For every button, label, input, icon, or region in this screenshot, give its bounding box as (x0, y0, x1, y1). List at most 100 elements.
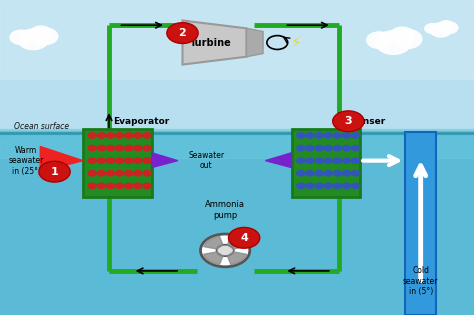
Circle shape (97, 133, 105, 138)
Circle shape (116, 183, 124, 188)
Circle shape (352, 133, 360, 138)
Circle shape (134, 158, 142, 163)
Circle shape (134, 183, 142, 188)
Text: Turbine: Turbine (190, 37, 232, 48)
Circle shape (333, 171, 341, 176)
Bar (83, 129, 152, 197)
Polygon shape (204, 236, 223, 249)
Circle shape (324, 171, 332, 176)
Text: 1: 1 (51, 167, 58, 177)
Bar (0, 0, 474, 79)
Circle shape (107, 145, 115, 151)
Circle shape (167, 23, 198, 43)
Circle shape (306, 145, 314, 151)
Circle shape (393, 30, 422, 49)
Text: Seawater
out: Seawater out (188, 151, 224, 170)
Polygon shape (265, 153, 292, 168)
Circle shape (343, 183, 351, 188)
Circle shape (10, 30, 32, 44)
Bar (0, 129, 474, 158)
Circle shape (228, 227, 260, 248)
Circle shape (425, 24, 440, 33)
Circle shape (333, 111, 364, 132)
Circle shape (143, 158, 151, 163)
Text: Ammonia
pump: Ammonia pump (205, 200, 245, 220)
Circle shape (441, 22, 458, 33)
Circle shape (143, 183, 151, 188)
Circle shape (315, 145, 323, 151)
Circle shape (107, 133, 115, 138)
Circle shape (97, 171, 105, 176)
Circle shape (352, 171, 360, 176)
Circle shape (343, 171, 351, 176)
Circle shape (333, 145, 341, 151)
Circle shape (333, 183, 341, 188)
Circle shape (18, 29, 49, 50)
Circle shape (97, 145, 105, 151)
Circle shape (333, 133, 341, 138)
Circle shape (324, 158, 332, 163)
Text: 2: 2 (179, 28, 186, 38)
Circle shape (297, 158, 305, 163)
Circle shape (88, 133, 96, 138)
Polygon shape (228, 236, 246, 249)
Circle shape (134, 171, 142, 176)
Text: 3: 3 (345, 116, 352, 126)
Bar (292, 129, 360, 197)
Circle shape (143, 171, 151, 176)
Text: 4: 4 (240, 233, 248, 243)
Circle shape (315, 183, 323, 188)
Circle shape (116, 145, 124, 151)
Polygon shape (182, 20, 246, 65)
Circle shape (116, 158, 124, 163)
Circle shape (306, 158, 314, 163)
Circle shape (143, 133, 151, 138)
Circle shape (125, 133, 133, 138)
Circle shape (439, 21, 454, 31)
Circle shape (297, 183, 305, 188)
Circle shape (125, 145, 133, 151)
Text: Warm
seawater
in (25°): Warm seawater in (25°) (9, 146, 44, 175)
Circle shape (297, 171, 305, 176)
Circle shape (306, 133, 314, 138)
Circle shape (30, 26, 52, 40)
Circle shape (107, 158, 115, 163)
Circle shape (367, 32, 392, 49)
Circle shape (116, 133, 124, 138)
Polygon shape (228, 252, 246, 265)
Circle shape (217, 245, 234, 256)
Circle shape (88, 171, 96, 176)
Circle shape (343, 133, 351, 138)
Circle shape (324, 145, 332, 151)
Polygon shape (246, 28, 263, 57)
Circle shape (297, 145, 305, 151)
Circle shape (33, 28, 58, 44)
Text: ⚡: ⚡ (291, 35, 301, 50)
Circle shape (352, 158, 360, 163)
Circle shape (352, 145, 360, 151)
Circle shape (97, 183, 105, 188)
Circle shape (107, 183, 115, 188)
Circle shape (143, 145, 151, 151)
Circle shape (375, 31, 411, 54)
Polygon shape (40, 146, 83, 172)
Circle shape (352, 183, 360, 188)
Circle shape (39, 161, 70, 182)
Circle shape (306, 183, 314, 188)
Circle shape (88, 145, 96, 151)
Circle shape (116, 171, 124, 176)
Circle shape (125, 183, 133, 188)
Circle shape (343, 145, 351, 151)
Circle shape (324, 183, 332, 188)
Circle shape (315, 133, 323, 138)
Circle shape (324, 133, 332, 138)
Circle shape (315, 171, 323, 176)
Circle shape (430, 23, 451, 37)
Circle shape (125, 171, 133, 176)
Circle shape (201, 234, 250, 267)
Circle shape (390, 27, 415, 44)
Text: Condenser: Condenser (332, 117, 386, 126)
Bar (405, 132, 436, 315)
Circle shape (88, 183, 96, 188)
Text: Evaporator: Evaporator (113, 117, 169, 126)
